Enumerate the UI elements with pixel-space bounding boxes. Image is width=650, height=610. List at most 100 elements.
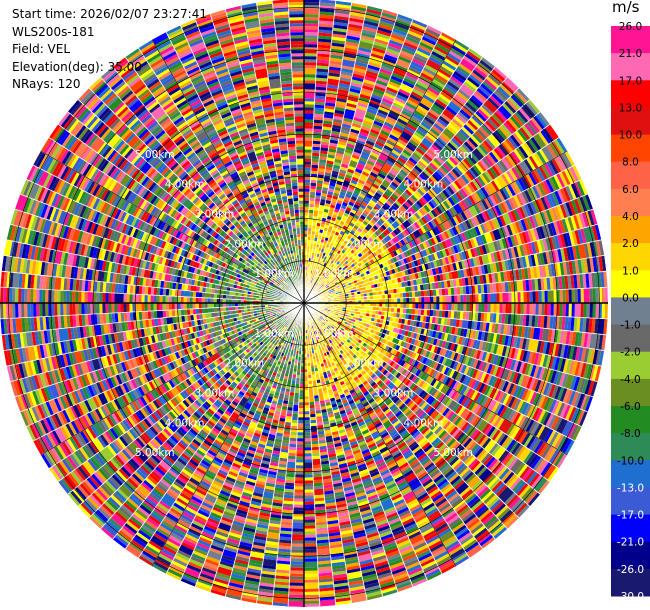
colorbar-tick-label: -30.0 xyxy=(617,591,644,603)
ray-gates xyxy=(351,257,595,298)
ray-gates xyxy=(311,115,466,295)
ray-gates xyxy=(458,268,526,287)
azimuth-spoke xyxy=(151,302,305,567)
ray-gates xyxy=(306,69,435,298)
ray-gates xyxy=(225,5,273,155)
colorbar-tick-label: -6.0 xyxy=(620,401,641,413)
ray xyxy=(256,0,304,303)
ray-gates xyxy=(436,236,482,260)
ray-gates xyxy=(179,52,200,75)
ray xyxy=(304,111,550,303)
ray-gates xyxy=(262,207,269,213)
ray-gates xyxy=(389,429,469,538)
ray-gates xyxy=(213,62,244,121)
ray-gates xyxy=(505,515,519,529)
ray-gates xyxy=(326,316,521,440)
ray-gates xyxy=(312,304,569,374)
ring-label: 2.00km xyxy=(344,358,384,370)
ray-layer xyxy=(0,0,608,607)
ray-gates xyxy=(306,33,347,283)
ray-gates xyxy=(60,303,305,395)
ray-gates xyxy=(388,217,531,276)
ray-gates xyxy=(452,352,568,403)
ray-gates xyxy=(241,5,294,239)
ray xyxy=(304,303,508,540)
ray-gates xyxy=(304,167,312,171)
ray-gates xyxy=(410,115,422,124)
ray xyxy=(89,77,304,303)
ray-gates xyxy=(507,281,512,293)
ray-gates xyxy=(201,67,303,301)
ray-gates xyxy=(402,419,470,495)
ray-gates xyxy=(325,173,339,205)
ray-gates xyxy=(79,433,150,497)
ray-gates xyxy=(383,396,504,535)
ray-gates xyxy=(304,420,318,568)
ray-gates xyxy=(315,242,593,302)
ray xyxy=(304,66,508,303)
ray-gates xyxy=(402,308,470,321)
ray-gates xyxy=(174,380,202,404)
ray-gates xyxy=(315,162,327,199)
ray-gates xyxy=(59,224,293,300)
ray-gates xyxy=(306,215,578,303)
ray-gates xyxy=(312,204,565,301)
ray-gates xyxy=(170,313,299,542)
ray-gates xyxy=(504,256,524,271)
ray-gates xyxy=(96,105,168,175)
ray-gates xyxy=(143,339,280,533)
ray-gates xyxy=(304,81,401,303)
colorbar-tick-label: 17.0 xyxy=(619,75,642,87)
ray-gates xyxy=(289,32,304,36)
ray-gates xyxy=(73,379,109,404)
ray-gates xyxy=(460,396,547,456)
ray-gates xyxy=(434,277,466,290)
ray-gates xyxy=(494,323,499,334)
ring-label: 3.00km xyxy=(374,388,414,400)
ray-gates xyxy=(264,418,292,555)
colorbar-tick-label: -13.0 xyxy=(617,482,644,494)
ray-gates xyxy=(357,97,482,241)
ray-gates xyxy=(82,430,136,476)
ray-gates xyxy=(66,252,190,285)
ray xyxy=(304,124,559,304)
ray-gates xyxy=(311,347,363,583)
ray-gates xyxy=(51,398,122,445)
ray xyxy=(304,151,575,303)
ray xyxy=(78,303,304,518)
ray xyxy=(256,303,304,606)
ray-gates xyxy=(258,86,286,186)
ray-gates xyxy=(72,278,263,301)
ray-gates xyxy=(361,477,377,495)
ray-gates xyxy=(409,382,463,427)
ray-gates xyxy=(114,466,181,547)
ray-gates xyxy=(313,68,354,242)
ray-gates xyxy=(526,471,538,485)
ray-gates xyxy=(92,197,240,274)
ray xyxy=(304,303,582,441)
colorbar-segment xyxy=(611,243,650,271)
ray-gates xyxy=(6,365,14,382)
ray-gates xyxy=(24,213,216,279)
ray-gates xyxy=(183,88,257,212)
ray-gates xyxy=(384,544,404,567)
ray-gates xyxy=(256,154,265,160)
ray-gates xyxy=(141,449,217,562)
ray-gates xyxy=(3,304,281,335)
colorbar-segment xyxy=(611,53,650,81)
ray-gates xyxy=(369,400,377,407)
colorbar-segment xyxy=(611,134,650,163)
ray-gates xyxy=(424,303,557,317)
ray-gates xyxy=(17,353,153,411)
ray-gates xyxy=(396,480,408,488)
ray-gates xyxy=(322,371,392,577)
ray-gates xyxy=(74,321,278,464)
ray-gates xyxy=(171,512,209,570)
ray xyxy=(304,303,541,507)
ray-gates xyxy=(288,8,304,210)
ray-gates xyxy=(334,12,350,18)
ray-gates xyxy=(72,350,249,503)
ray-gates xyxy=(313,14,335,127)
ray-gates xyxy=(153,63,292,283)
ray-gates xyxy=(131,377,248,525)
